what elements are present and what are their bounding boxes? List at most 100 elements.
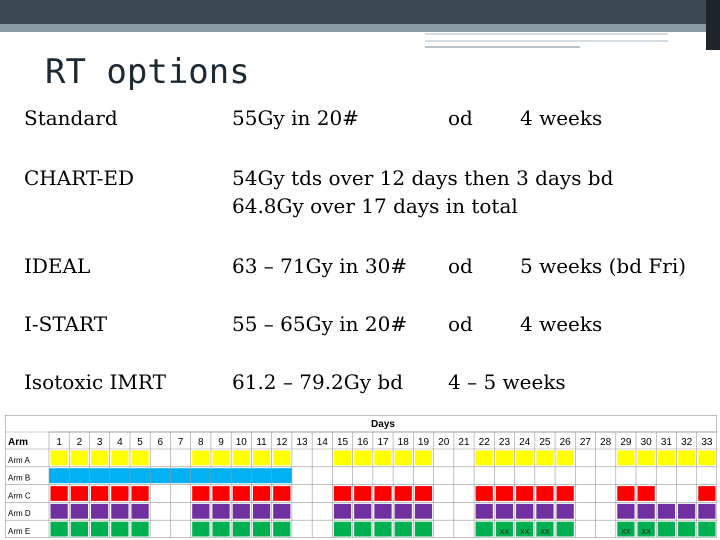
dose-cell: [131, 521, 149, 537]
title-bar-band: [0, 0, 720, 24]
dose-cell: [333, 503, 352, 519]
arm-label: Arm C: [8, 491, 31, 500]
dose-cell: [495, 521, 514, 537]
day-number: 18: [398, 437, 410, 448]
row-ideal-dose: 63 – 71Gy in 30#: [232, 254, 408, 278]
dose-cell: [111, 450, 129, 466]
day-number: 29: [620, 437, 632, 448]
day-number: 5: [137, 437, 143, 448]
arm-label: Arm D: [8, 509, 31, 518]
day-number: 12: [276, 437, 288, 448]
row-i-start-duration: 4 weeks: [520, 312, 603, 336]
decor-line: [425, 33, 668, 35]
dose-cell: [536, 503, 554, 519]
row-standard-dose: 55Gy in 20#: [232, 106, 359, 130]
dose-cell: [273, 503, 291, 519]
day-number: 33: [701, 437, 713, 448]
row-i-start-freq: od: [448, 312, 473, 336]
day-number: 13: [296, 437, 308, 448]
row-isotoxic-name: Isotoxic IMRT: [24, 370, 166, 394]
dose-cell: [273, 521, 291, 537]
row-ideal-name: IDEAL: [24, 254, 91, 278]
dose-cell: [536, 450, 554, 466]
dose-cell: [50, 521, 68, 537]
day-number: 11: [256, 437, 267, 448]
dose-cell: [495, 503, 514, 519]
dose-cell: [536, 486, 554, 501]
x-mark: XX: [540, 529, 550, 536]
dose-cell: [678, 503, 696, 519]
dose-cell: [273, 450, 291, 466]
x-mark: XX: [500, 529, 510, 536]
dose-cell: [414, 521, 433, 537]
row-isotoxic-duration: 4 – 5 weeks: [448, 370, 566, 394]
title-bar-stripe: [0, 24, 720, 32]
day-number: 25: [539, 437, 551, 448]
dose-cell: [70, 521, 88, 537]
day-number: 19: [418, 437, 430, 448]
day-number: 23: [499, 437, 511, 448]
dose-cell: [657, 521, 676, 537]
dose-cell: [273, 486, 291, 501]
dose-cell: [252, 521, 271, 537]
dose-cell: [617, 450, 635, 466]
dose-cell: [414, 503, 433, 519]
x-mark: XX: [520, 529, 530, 536]
day-number: 32: [681, 437, 693, 448]
dose-cell: [516, 450, 534, 466]
day-number: 24: [519, 437, 531, 448]
dose-cell: [212, 503, 230, 519]
dose-cell: [212, 450, 230, 466]
page-title: RT options: [45, 52, 250, 92]
dose-cell: [192, 521, 210, 537]
day-number: 4: [117, 437, 123, 448]
day-number: 3: [97, 437, 103, 448]
dose-cell: [90, 503, 109, 519]
dose-cell: [131, 486, 149, 501]
dose-cell: [111, 486, 129, 501]
day-number: 20: [438, 437, 450, 448]
day-number: 6: [158, 437, 164, 448]
dose-cell: [50, 486, 68, 501]
dose-cell: [70, 450, 88, 466]
day-number: 14: [317, 437, 329, 448]
dose-cell: [232, 503, 250, 519]
dose-cell: [252, 450, 271, 466]
dose-cell: [637, 486, 655, 501]
dose-cell: [131, 503, 149, 519]
days-header: Days: [371, 419, 395, 430]
dose-cell: [354, 486, 372, 501]
decor-line: [425, 46, 580, 48]
dose-cell: [637, 521, 655, 537]
day-number: 15: [337, 437, 349, 448]
dose-cell: [333, 450, 352, 466]
dose-cell: [90, 486, 109, 501]
dose-cell: [556, 450, 574, 466]
dose-cell: [354, 450, 372, 466]
dose-cell: [698, 486, 716, 501]
row-i-start-name: I-START: [24, 312, 108, 336]
row-ideal-freq: od: [448, 254, 473, 278]
row-chart-ed-dose: 54Gy tds over 12 days then 3 days bd: [232, 166, 614, 190]
dose-cell: [232, 486, 250, 501]
dose-cell: [354, 521, 372, 537]
day-number: 26: [560, 437, 572, 448]
dose-cell: [637, 450, 655, 466]
dose-cell: [556, 503, 574, 519]
dose-cell: [516, 521, 534, 537]
dose-cell: [475, 450, 493, 466]
dose-cell: [617, 486, 635, 501]
dose-cell: [495, 450, 514, 466]
row-chart-ed-name: CHART-ED: [24, 166, 135, 190]
dose-cell: [111, 521, 129, 537]
dose-cell: [394, 486, 412, 501]
arm-label: Arm E: [8, 527, 30, 536]
dose-cell: [212, 521, 230, 537]
dose-cell: [394, 503, 412, 519]
day-number: 16: [357, 437, 369, 448]
row-isotoxic-dose: 61.2 – 79.2Gy bd: [232, 370, 404, 394]
dose-cell: [374, 521, 392, 537]
x-mark: XX: [641, 529, 651, 536]
row-standard-name: Standard: [24, 106, 118, 130]
row-chart-ed-dose-line2: 64.8Gy over 17 days in total: [232, 194, 518, 218]
